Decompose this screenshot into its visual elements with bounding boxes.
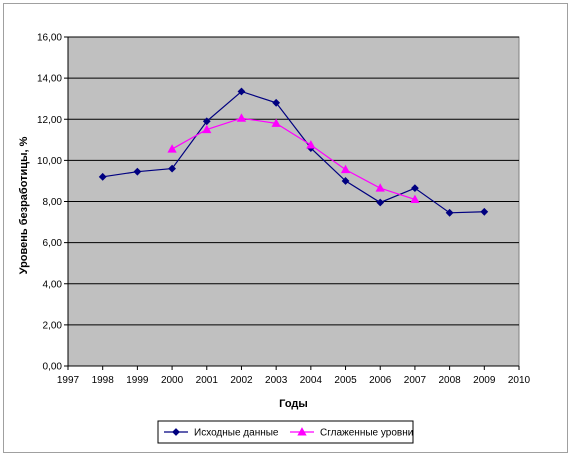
x-tick-label: 2005 (334, 375, 357, 386)
series-2-point (167, 144, 177, 153)
series-1-point (480, 207, 489, 216)
legend-swatch-marker (172, 428, 180, 436)
y-tick-label: 4,00 (43, 279, 63, 290)
y-tick-label: 0,00 (43, 362, 63, 373)
legend-swatch-marker (297, 427, 307, 436)
x-tick-label: 2003 (265, 375, 288, 386)
y-tick-label: 2,00 (43, 320, 63, 331)
series-2-point (340, 164, 351, 174)
x-tick-label: 2007 (404, 375, 427, 386)
series-1-point (133, 167, 142, 176)
series-1-point (411, 184, 419, 193)
legend-box (157, 420, 414, 444)
x-tick-label: 2000 (161, 375, 184, 386)
x-axis-title: Годы (279, 398, 308, 410)
series-1-point (237, 87, 246, 96)
x-tick-label: 1998 (92, 375, 115, 386)
x-tick-label: 1997 (57, 375, 80, 386)
y-tick-label: 6,00 (43, 238, 63, 249)
x-tick-label: 2004 (300, 375, 323, 386)
series-line-2 (171, 117, 416, 201)
series-1-point (445, 208, 454, 217)
x-tick-label: 2006 (369, 375, 392, 386)
x-tick-label: 2009 (473, 375, 496, 386)
series-2-point (236, 113, 247, 122)
series-2-point (410, 194, 420, 203)
series-2-point (375, 183, 385, 192)
x-tick-label: 1999 (126, 375, 149, 386)
series-1-point (168, 164, 176, 173)
y-tick-label: 10,00 (37, 156, 62, 167)
y-axis-title: Уровень безработицы, % (18, 136, 30, 274)
series-2-point (271, 118, 281, 127)
x-tick-label: 2001 (196, 375, 219, 386)
x-tick-label: 2002 (230, 375, 253, 386)
y-tick-label: 16,00 (37, 33, 62, 44)
legend-entry-label: Исходные данные (194, 428, 279, 439)
y-tick-label: 12,00 (37, 115, 62, 126)
series-1-point (341, 177, 350, 185)
x-tick-label: 2010 (508, 375, 531, 386)
series-1-point (98, 172, 107, 181)
x-tick-label: 2008 (438, 375, 461, 386)
series-1-point (272, 98, 281, 107)
series-line-1 (102, 90, 485, 214)
y-tick-label: 14,00 (37, 74, 62, 85)
series-2-point (306, 140, 316, 149)
series-2-point (202, 124, 212, 134)
legend-entry-label: Сглаженные уровни (320, 428, 413, 439)
y-tick-label: 8,00 (43, 197, 63, 208)
series-1-point (202, 117, 211, 126)
series-1-point (376, 198, 385, 207)
